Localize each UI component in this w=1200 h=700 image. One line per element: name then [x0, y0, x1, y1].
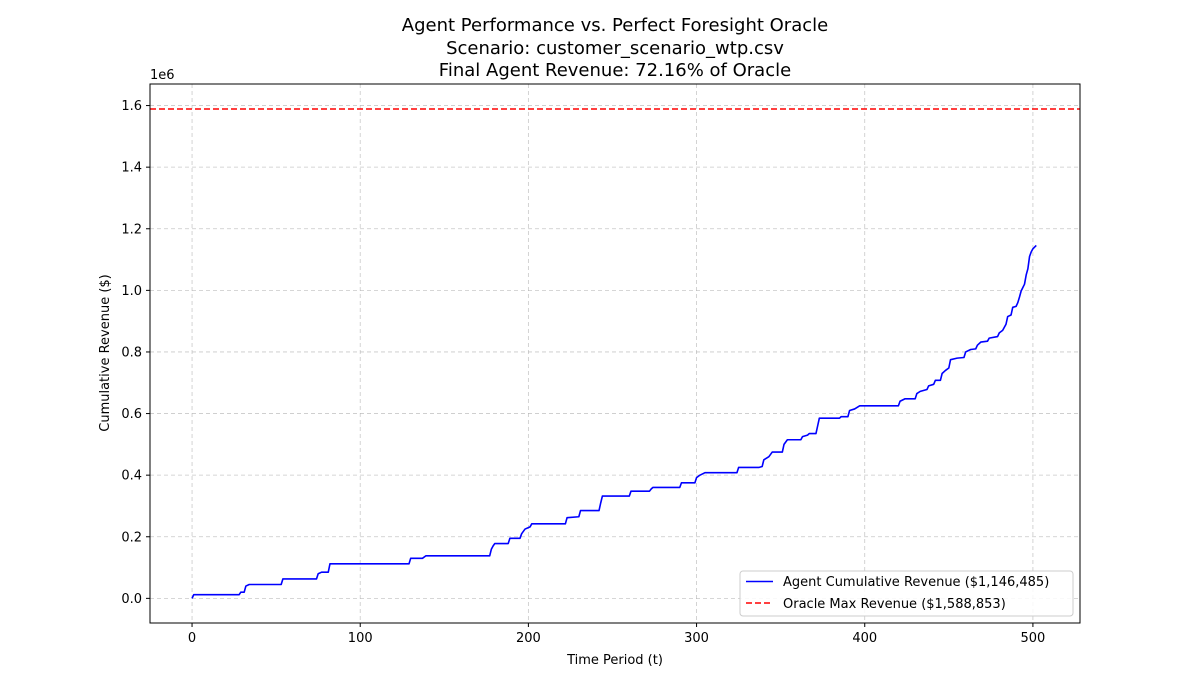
ticks: 0 100 200 300 400 500 0.0 0.2 0.4 0.6 0.8 1.0 1.2 1.4…	[121, 99, 1045, 646]
x-axis-label: Time Period (t)	[566, 653, 663, 668]
y-tick-label: 0.8	[121, 345, 142, 360]
y-tick-label: 0.4	[121, 469, 142, 484]
legend-box	[739, 570, 1074, 617]
series-line-agent	[191, 244, 1037, 599]
grid	[150, 84, 1080, 623]
legend: Agent Cumulative Revenue ($1,146,485) Or…	[739, 570, 1074, 617]
y-tick-label: 1.6	[121, 99, 142, 114]
y-tick-label: 0.0	[121, 592, 142, 607]
x-tick-label: 0	[188, 631, 196, 646]
y-offset-label: 1e6	[150, 68, 175, 83]
y-tick-label: 1.4	[121, 161, 142, 176]
chart-title-line-1: Agent Performance vs. Perfect Foresight …	[402, 15, 828, 36]
x-tick-label: 400	[852, 631, 877, 646]
y-tick-label: 0.6	[121, 407, 142, 422]
y-tick-label: 0.2	[121, 530, 142, 545]
plot-frame	[149, 83, 1081, 624]
x-tick-label: 100	[348, 631, 373, 646]
chart-title-line-3: Final Agent Revenue: 72.16% of Oracle	[439, 60, 791, 81]
x-tick-label: 300	[684, 631, 709, 646]
x-tick-label: 500	[1020, 631, 1045, 646]
y-tick-label: 1.0	[121, 284, 142, 299]
y-tick-label: 1.2	[121, 222, 142, 237]
chart-title-line-2: Scenario: customer_scenario_wtp.csv	[446, 38, 784, 59]
series-layer	[150, 108, 1080, 599]
y-axis-label: Cumulative Revenue ($)	[98, 274, 113, 432]
legend-entry-oracle: Oracle Max Revenue ($1,588,853)	[783, 597, 1006, 612]
legend-entry-agent: Agent Cumulative Revenue ($1,146,485)	[783, 575, 1049, 590]
x-tick-label: 200	[516, 631, 541, 646]
